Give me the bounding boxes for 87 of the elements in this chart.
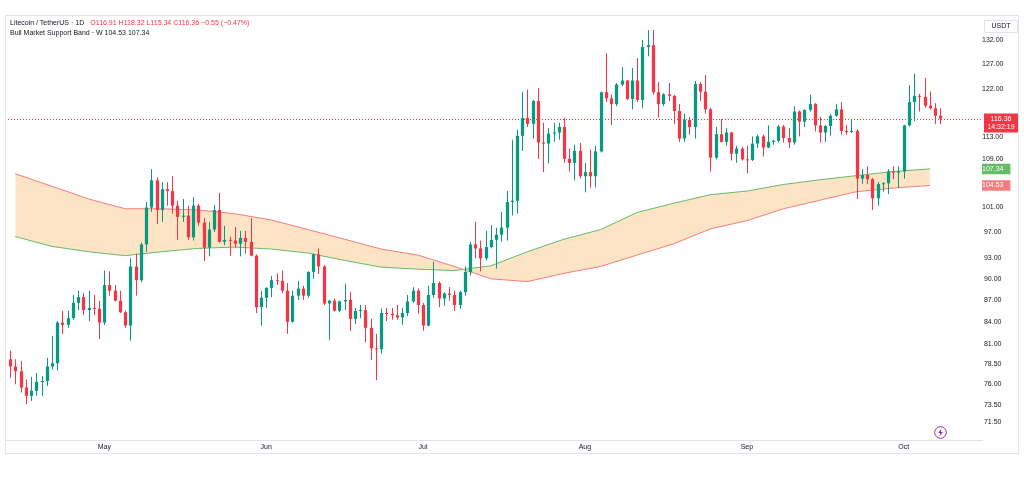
candlestick: [13, 358, 18, 385]
candlestick: [269, 275, 274, 298]
candlestick: [907, 84, 912, 128]
candlestick: [572, 144, 577, 181]
candlestick: [750, 135, 755, 162]
candlestick: [160, 181, 165, 223]
candlestick: [374, 333, 379, 381]
candlestick: [405, 294, 410, 317]
candlestick: [358, 304, 363, 319]
candlestick: [499, 211, 504, 243]
candlestick: [745, 145, 750, 174]
candlestick: [45, 357, 50, 387]
candlestick: [306, 270, 311, 299]
candlestick: [620, 66, 625, 87]
candlestick: [478, 240, 483, 272]
candlestick: [259, 290, 264, 327]
candlestick: [40, 375, 45, 397]
candlestick: [76, 290, 81, 311]
candlestick: [275, 272, 280, 286]
candlestick: [19, 360, 24, 394]
candlestick: [520, 91, 525, 152]
candlestick: [8, 350, 13, 379]
candlestick: [249, 217, 254, 257]
candlestick: [175, 200, 180, 241]
candlestick: [81, 292, 86, 316]
candlestick: [881, 181, 886, 193]
candlestick: [29, 376, 34, 402]
candlestick: [933, 102, 938, 125]
candlestick: [369, 318, 374, 361]
candlestick: [296, 280, 301, 301]
candlestick: [196, 203, 201, 227]
candlestick: [912, 73, 917, 122]
candlestick: [917, 93, 922, 112]
candlestick: [165, 181, 170, 207]
candlestick: [97, 300, 102, 340]
candlestick: [870, 177, 875, 211]
candlestick: [222, 225, 227, 246]
candlestick: [431, 261, 436, 299]
candlestick: [609, 93, 614, 126]
candlestick: [207, 221, 212, 257]
candlestick: [761, 134, 766, 158]
candlestick: [614, 82, 619, 107]
candlestick: [729, 131, 734, 162]
candlestick: [828, 113, 833, 137]
candlestick: [316, 247, 321, 275]
candlestick: [698, 81, 703, 102]
candlestick: [238, 230, 243, 257]
candlestick: [264, 286, 269, 309]
candlestick: [531, 99, 536, 140]
candlestick: [588, 149, 593, 188]
candlestick: [672, 94, 677, 125]
candlestick: [421, 302, 426, 332]
candlestick: [280, 270, 285, 294]
candlestick: [170, 175, 175, 215]
candlestick: [541, 122, 546, 173]
candlestick: [363, 304, 368, 343]
candlestick: [646, 29, 651, 57]
candlestick: [682, 113, 687, 143]
candlestick: [50, 335, 55, 371]
candlestick: [107, 270, 112, 297]
candlestick: [311, 253, 316, 280]
candlestick: [92, 294, 97, 316]
candlestick: [452, 290, 457, 312]
candlestick: [134, 253, 139, 297]
candlestick: [463, 265, 468, 297]
candlestick: [567, 148, 572, 173]
candlestick: [473, 221, 478, 259]
candlestick: [656, 81, 661, 118]
candlestick: [348, 291, 353, 332]
candlestick: [583, 162, 588, 193]
candlestick: [34, 372, 39, 397]
candlestick: [489, 224, 494, 249]
candlestick: [714, 126, 719, 160]
candlestick: [228, 236, 233, 257]
candlestick: [604, 52, 609, 103]
candlestick: [243, 230, 248, 255]
candlestick: [546, 127, 551, 164]
candlestick: [71, 294, 76, 321]
candlestick: [186, 205, 191, 241]
candlestick: [923, 77, 928, 109]
candlestick: [212, 204, 217, 233]
candlestick: [416, 288, 421, 315]
candlestick: [437, 281, 442, 308]
candlestick: [327, 299, 332, 341]
candlestick: [384, 307, 389, 322]
candlestick: [635, 57, 640, 103]
candlestick: [630, 67, 635, 110]
